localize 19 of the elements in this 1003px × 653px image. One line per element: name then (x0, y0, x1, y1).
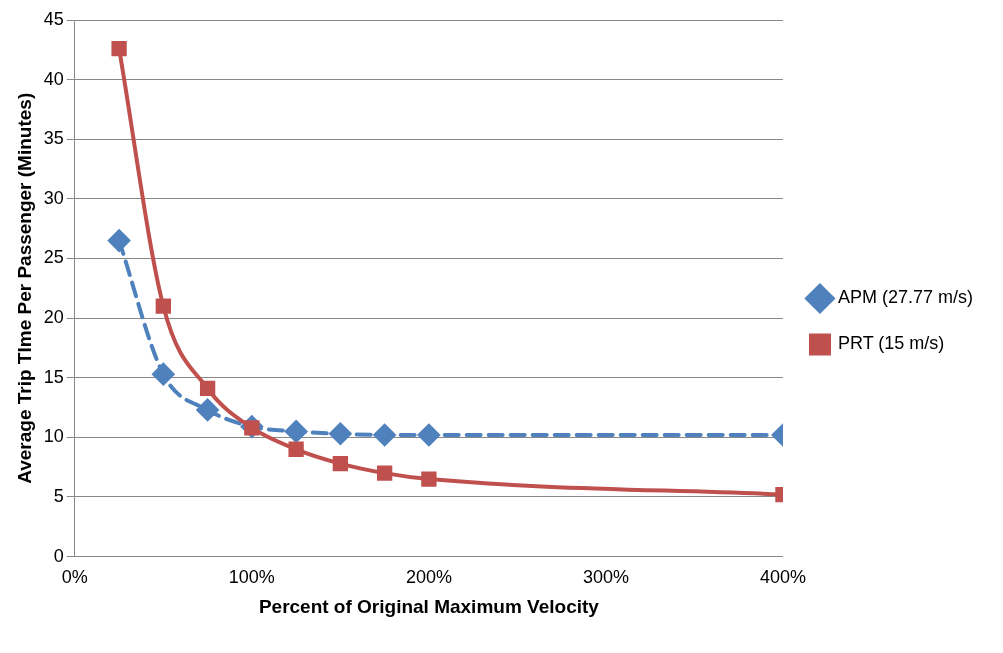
y-axis-title: Average Trip TIme Per Passenger (Minutes) (13, 92, 35, 484)
x-tick-label: 0% (61, 567, 88, 588)
x-tick-label: 400% (759, 567, 806, 588)
x-axis-title: Percent of Original Maximum Velocity (258, 595, 600, 617)
y-tick-label: 10 (43, 426, 64, 447)
legend-label: PRT (15 m/s) (837, 333, 945, 354)
y-tick-label: 35 (43, 128, 64, 149)
y-tick-label: 40 (43, 68, 64, 89)
y-tick-label: 20 (43, 307, 64, 328)
y-tick-label: 45 (43, 8, 64, 29)
x-tick-label: 100% (228, 567, 275, 588)
y-tick-label: 5 (53, 485, 64, 506)
y-tick-label: 25 (43, 247, 64, 268)
legend-label: APM (27.77 m/s) (837, 287, 974, 308)
y-tick-label: 15 (43, 366, 64, 387)
y-tick-label: 30 (43, 187, 64, 208)
y-tick-label: 0 (53, 545, 64, 566)
x-tick-label: 300% (582, 567, 629, 588)
x-tick-label: 200% (405, 567, 452, 588)
